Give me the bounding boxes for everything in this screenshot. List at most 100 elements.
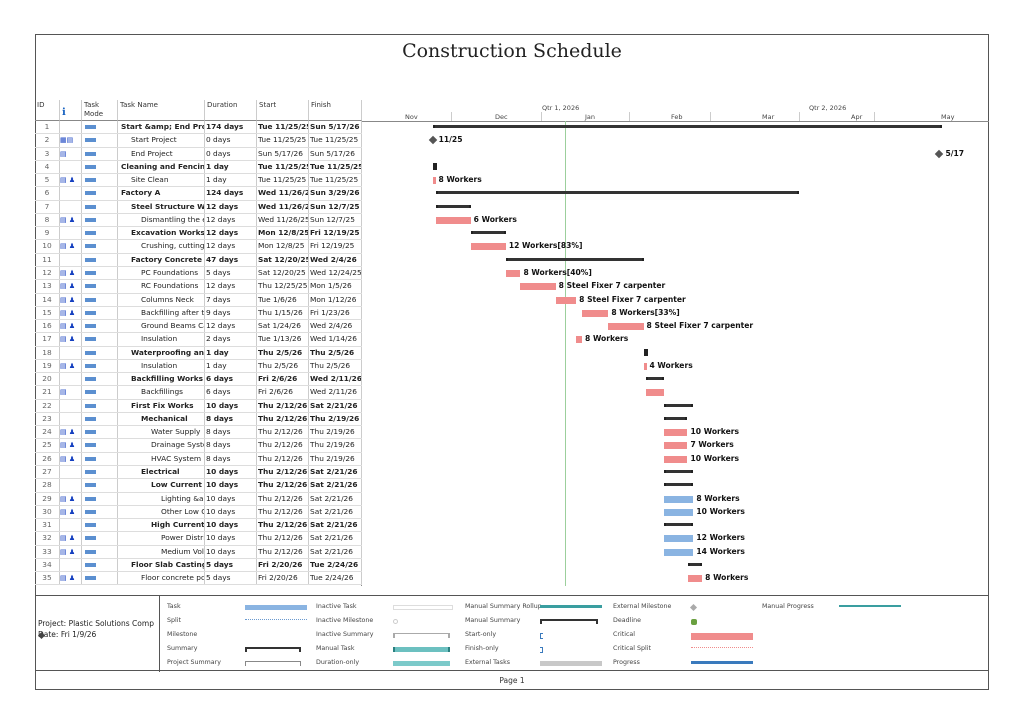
task-name[interactable]: RC Foundations — [118, 280, 205, 293]
task-start[interactable]: Wed 11/26/25 — [257, 213, 309, 227]
critical-task-bar[interactable] — [432, 177, 436, 185]
table-row[interactable]: 16 ▤ ♟ Ground Beams Casting 12 days Sat … — [35, 320, 362, 334]
task-mode-icon[interactable] — [82, 160, 118, 174]
task-name[interactable]: Start &amp; End Project — [118, 121, 205, 134]
task-start[interactable]: Thu 2/12/26 — [257, 412, 309, 426]
indicator-icons[interactable]: ▤ ♟ — [60, 545, 82, 558]
indicator-icons[interactable] — [60, 346, 82, 359]
task-duration[interactable]: 8 days — [205, 426, 257, 439]
task-start[interactable]: Tue 1/6/26 — [257, 293, 309, 306]
task-mode-icon[interactable] — [82, 213, 118, 227]
task-duration[interactable]: 0 days — [205, 134, 257, 147]
task-finish[interactable]: Sun 12/7/25 — [309, 200, 362, 213]
task-finish[interactable]: Thu 2/19/26 — [309, 426, 362, 439]
task-finish[interactable]: Sat 2/21/26 — [309, 545, 362, 558]
task-duration[interactable]: 12 days — [205, 280, 257, 293]
task-duration[interactable]: 124 days — [205, 187, 257, 200]
indicator-icons[interactable] — [60, 227, 82, 240]
critical-task-bar[interactable] — [608, 323, 644, 331]
task-duration[interactable]: 10 days — [205, 479, 257, 492]
task-finish[interactable]: Mon 1/5/26 — [309, 280, 362, 293]
task-duration[interactable]: 9 days — [205, 306, 257, 320]
critical-task-bar[interactable] — [520, 283, 556, 291]
indicator-icons[interactable]: ▤ ♟ — [60, 333, 82, 346]
indicator-icons[interactable]: ▤ ♟ — [60, 359, 82, 373]
task-duration[interactable]: 47 days — [205, 253, 257, 266]
task-name[interactable]: Electrical — [118, 466, 205, 479]
task-name[interactable]: HVAC System — [118, 452, 205, 466]
task-start[interactable]: Fri 2/6/26 — [257, 386, 309, 399]
table-row[interactable]: 5 ▤ ♟ Site Clean 1 day Tue 11/25/25 Tue … — [35, 174, 362, 188]
critical-task-bar[interactable] — [664, 455, 688, 463]
task-mode-icon[interactable] — [82, 306, 118, 320]
task-start[interactable]: Tue 1/13/26 — [257, 333, 309, 346]
task-duration[interactable]: 5 days — [205, 572, 257, 585]
task-mode-icon[interactable] — [82, 121, 118, 134]
indicator-icons[interactable]: ▤ — [60, 386, 82, 399]
task-start[interactable]: Mon 12/8/25 — [257, 227, 309, 240]
table-row[interactable]: 1 Start &amp; End Project 174 days Tue 1… — [35, 121, 362, 135]
task-finish[interactable]: Thu 2/19/26 — [309, 412, 362, 426]
table-row[interactable]: 21 ▤ Backfillings 6 days Fri 2/6/26 Wed … — [35, 386, 362, 400]
table-row[interactable]: 30 ▤ ♟ Other Low Current 10 days Thu 2/1… — [35, 505, 362, 520]
table-row[interactable]: 3 ▤ End Project 0 days Sun 5/17/26 Sun 5… — [35, 147, 362, 161]
task-name[interactable]: Waterproofing and Insulation — [118, 346, 205, 359]
task-name[interactable]: Ground Beams Casting — [118, 320, 205, 333]
summary-bar[interactable] — [643, 348, 648, 356]
indicator-icons[interactable]: ▤ ♟ — [60, 572, 82, 585]
col-mode[interactable]: Task Mode — [82, 100, 118, 121]
table-row[interactable]: 25 ▤ ♟ Drainage System 8 days Thu 2/12/2… — [35, 439, 362, 453]
task-name[interactable]: Lighting &amp; — [118, 492, 205, 505]
table-row[interactable]: 22 First Fix Works 10 days Thu 2/12/26 S… — [35, 399, 362, 413]
task-name[interactable]: Other Low Current — [118, 505, 205, 519]
task-finish[interactable]: Thu 2/19/26 — [309, 439, 362, 452]
task-mode-icon[interactable] — [82, 466, 118, 479]
task-mode-icon[interactable] — [82, 572, 118, 585]
task-finish[interactable]: Fri 12/19/25 — [309, 227, 362, 240]
indicator-icons[interactable] — [60, 412, 82, 426]
indicator-icons[interactable]: ▤ ♟ — [60, 213, 82, 227]
task-mode-icon[interactable] — [82, 373, 118, 386]
task-name[interactable]: Mechanical — [118, 412, 205, 426]
task-name[interactable]: Excavation Works — [118, 227, 205, 240]
indicator-icons[interactable]: ▤ ♟ — [60, 320, 82, 333]
milestone-marker[interactable] — [428, 136, 437, 145]
task-finish[interactable]: Wed 2/11/26 — [309, 386, 362, 399]
task-name[interactable]: Site Clean — [118, 174, 205, 187]
task-finish[interactable]: Sat 2/21/26 — [309, 479, 362, 492]
task-mode-icon[interactable] — [82, 134, 118, 147]
task-name[interactable]: Factory Concrete Works — [118, 253, 205, 266]
table-row[interactable]: 11 Factory Concrete Works 47 days Sat 12… — [35, 253, 362, 267]
table-row[interactable]: 10 ▤ ♟ Crushing, cutting 12 days Mon 12/… — [35, 240, 362, 254]
task-name[interactable]: Columns Neck — [118, 293, 205, 306]
task-finish[interactable]: Sat 2/21/26 — [309, 492, 362, 505]
indicator-icons[interactable]: ▤ ♟ — [60, 306, 82, 320]
indicator-icons[interactable] — [60, 253, 82, 266]
critical-task-bar[interactable] — [470, 243, 506, 251]
task-duration[interactable]: 1 day — [205, 160, 257, 174]
summary-bar[interactable] — [435, 191, 799, 195]
task-finish[interactable]: Wed 2/4/26 — [309, 253, 362, 266]
task-duration[interactable]: 10 days — [205, 492, 257, 505]
table-row[interactable]: 29 ▤ ♟ Lighting &amp; 10 days Thu 2/12/2… — [35, 492, 362, 506]
indicator-icons[interactable]: ▤ ♟ — [60, 532, 82, 545]
task-start[interactable]: Tue 11/25/25 — [257, 121, 309, 134]
task-name[interactable]: Water Supply — [118, 426, 205, 439]
task-mode-icon[interactable] — [82, 346, 118, 359]
indicator-icons[interactable]: ▤ ♟ — [60, 439, 82, 452]
task-mode-icon[interactable] — [82, 479, 118, 492]
task-name[interactable]: Backfillings — [118, 386, 205, 399]
task-name[interactable]: Backfilling after the — [118, 306, 205, 320]
critical-task-bar[interactable] — [505, 269, 521, 277]
info-icon[interactable]: ℹ — [60, 100, 82, 121]
task-mode-icon[interactable] — [82, 280, 118, 293]
task-name[interactable]: Factory A — [118, 187, 205, 200]
task-duration[interactable]: 1 day — [205, 346, 257, 359]
indicator-icons[interactable] — [60, 479, 82, 492]
indicator-icons[interactable]: ▤ ♟ — [60, 492, 82, 505]
table-row[interactable]: 26 ▤ ♟ HVAC System 8 days Thu 2/12/26 Th… — [35, 452, 362, 467]
summary-bar[interactable] — [432, 162, 437, 170]
indicator-icons[interactable]: ▦▤ — [60, 134, 82, 147]
task-start[interactable]: Thu 2/12/26 — [257, 479, 309, 492]
task-mode-icon[interactable] — [82, 200, 118, 213]
